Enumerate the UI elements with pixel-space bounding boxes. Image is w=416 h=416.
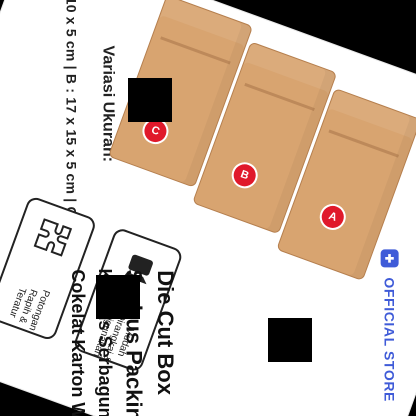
feature-text: Potongan Rapih & Teratur (6, 285, 52, 333)
title-line: Cokelat Karton Warn (68, 269, 89, 416)
badge-b: B (228, 158, 262, 192)
redaction-block (96, 275, 140, 319)
redaction-block (268, 318, 312, 362)
redaction-block (128, 78, 172, 122)
puzzle-icon (33, 218, 73, 257)
official-store-text: OFFICIAL STORE (381, 277, 398, 402)
feature-list: Potongan Rapih & Teratur Mudah Dirangkai… (0, 195, 237, 416)
feature-card: Potongan Rapih & Teratur (0, 195, 98, 342)
title-line: Die Cut Box (153, 270, 179, 395)
official-store-badge: ✚ OFFICIAL STORE (380, 249, 399, 402)
badge-a: A (316, 200, 350, 234)
store-logo-icon: ✚ (380, 249, 399, 268)
